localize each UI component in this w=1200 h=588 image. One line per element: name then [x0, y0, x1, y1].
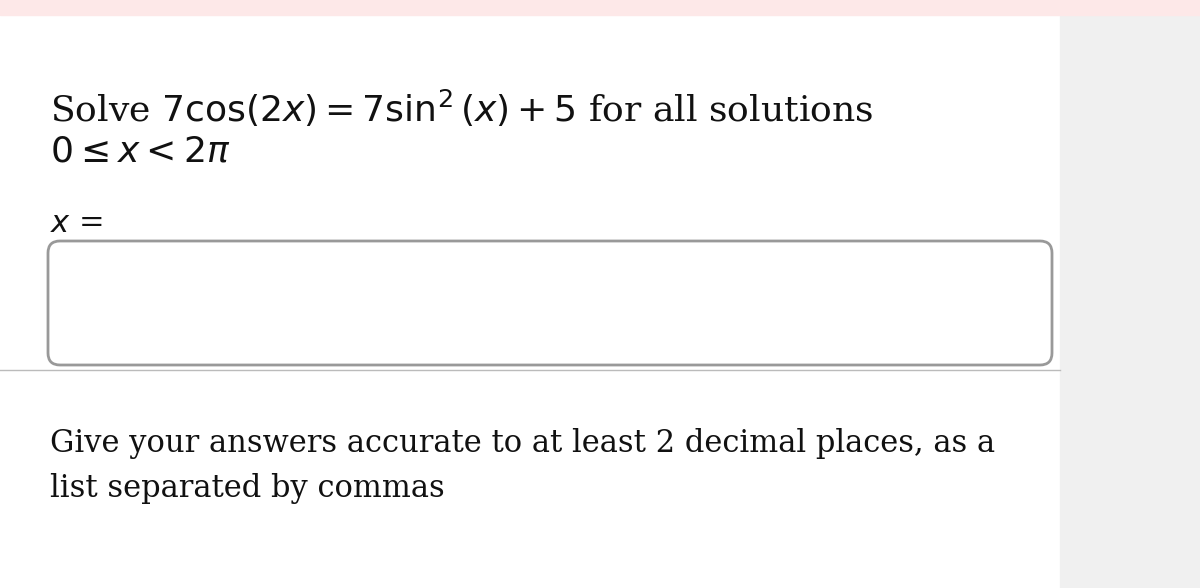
Text: Solve $7\cos(2x) = 7\sin^2(x) + 5$ for all solutions: Solve $7\cos(2x) = 7\sin^2(x) + 5$ for a…: [50, 88, 874, 129]
Text: list separated by commas: list separated by commas: [50, 473, 445, 504]
Bar: [1060, 0, 1200, 588]
Bar: [0, 0, 1200, 15]
Text: Give your answers accurate to at least 2 decimal places, as a: Give your answers accurate to at least 2…: [50, 428, 995, 459]
Text: $0 \leq x < 2\pi$: $0 \leq x < 2\pi$: [50, 135, 230, 169]
Text: $x$ =: $x$ =: [50, 208, 103, 239]
FancyBboxPatch shape: [48, 241, 1052, 365]
